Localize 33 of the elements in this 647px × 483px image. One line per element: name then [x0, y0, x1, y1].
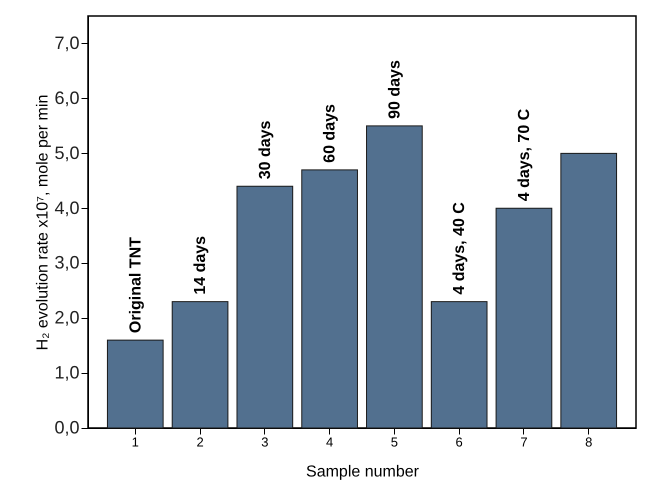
- x-tick-label: 8: [585, 434, 592, 450]
- y-tick-label: 2,0: [54, 308, 80, 328]
- bar: [430, 301, 488, 428]
- bar: [496, 208, 552, 428]
- bar: [560, 152, 618, 428]
- x-tick-label: 1: [132, 434, 139, 450]
- annotation: 4 days, 70 C: [516, 108, 533, 202]
- y-tick-label: 5,0: [54, 142, 80, 163]
- bar: [366, 125, 423, 428]
- x-axis-title: Sample number: [306, 464, 420, 480]
- y-tick-label: 7,0: [54, 32, 80, 53]
- x-tick-label: 2: [196, 434, 204, 450]
- x-tick-label: 7: [520, 434, 528, 450]
- y-tick-label: 0,0: [54, 418, 80, 438]
- bar: [106, 340, 164, 428]
- y-axis-title: H₂ evolution rate x10⁷, mole per min: [34, 94, 52, 350]
- y-tick-label: 4,0: [54, 198, 80, 218]
- x-tick-label: 5: [390, 434, 398, 450]
- bar: [301, 169, 358, 428]
- x-tick-label: 4: [326, 434, 334, 450]
- bar: [172, 301, 228, 428]
- x-tick-label: 3: [261, 434, 268, 450]
- annotation: 30 days: [256, 120, 274, 180]
- y-tick-label: 6,0: [54, 88, 80, 108]
- y-tick-label: 1,0: [54, 362, 80, 383]
- y-tick-label: 3,0: [54, 252, 80, 273]
- bar: [236, 186, 294, 428]
- annotation: Original TNT: [127, 236, 144, 334]
- annotation: 60 days: [322, 104, 339, 163]
- annotation: 14 days: [192, 236, 210, 295]
- x-tick-label: 6: [456, 434, 463, 450]
- annotation: 4 days, 40 C: [451, 202, 468, 295]
- annotation: 90 days: [386, 60, 404, 119]
